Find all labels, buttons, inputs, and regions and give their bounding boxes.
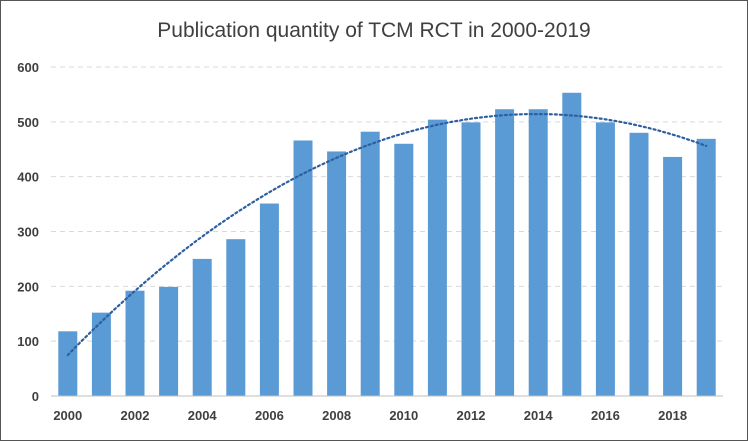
bar-2011 [427,119,447,396]
grid-lines [51,66,723,342]
y-axis-ticks: 0 100 200 300 400 500 600 [17,60,39,404]
bar-2001 [91,312,111,396]
bar-2000 [58,331,78,396]
x-tick-label: 2006 [255,408,284,423]
bar-2010 [394,143,414,396]
trendline [66,112,708,357]
y-tick-label: 600 [17,60,39,75]
bar-2015 [562,92,582,396]
bar-2012 [461,122,481,397]
y-tick-label: 0 [32,389,39,404]
x-tick-label: 2014 [524,408,554,423]
trendline-layer [66,112,708,357]
y-tick-label: 300 [17,225,39,240]
bar-2007 [293,140,313,396]
bar-2004 [192,258,212,396]
bar-2005 [226,239,246,396]
x-tick-label: 2008 [322,408,351,423]
x-tick-label: 2002 [121,408,150,423]
x-tick-label: 2004 [188,408,218,423]
bars [58,92,716,397]
x-tick-label: 2010 [389,408,418,423]
y-tick-label: 200 [17,279,39,294]
bar-2017 [629,132,649,397]
y-tick-label: 500 [17,115,39,130]
y-tick-label: 100 [17,334,39,349]
bar-2009 [360,131,380,396]
chart-title: Publication quantity of TCM RCT in 2000-… [157,19,590,42]
bar-2002 [125,290,145,396]
x-tick-label: 2000 [53,408,82,423]
x-tick-label: 2016 [591,408,620,423]
bar-2013 [495,109,515,396]
bar-2006 [259,203,279,396]
x-tick-label: 2012 [457,408,486,423]
x-tick-label: 2018 [658,408,687,423]
bar-2008 [327,151,347,396]
y-tick-label: 400 [17,170,39,185]
bar-2016 [595,122,615,397]
bar-2003 [159,286,179,396]
bar-2019 [696,138,716,396]
bar-2018 [663,156,683,396]
bar-2014 [528,109,548,396]
x-axis-ticks: 2000 2002 2004 2006 2008 2010 2012 2014 2016 2018 [53,408,687,423]
